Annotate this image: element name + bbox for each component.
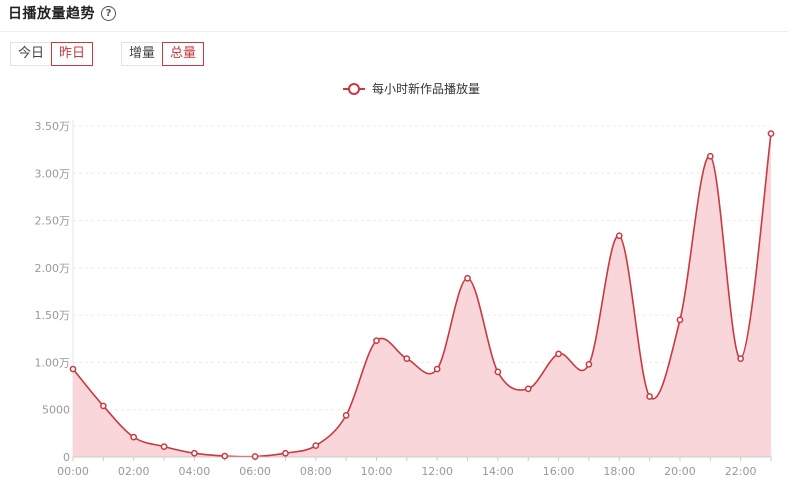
total-button[interactable]: 总量 bbox=[162, 42, 205, 66]
data-point[interactable] bbox=[737, 355, 745, 362]
data-point[interactable] bbox=[767, 130, 775, 137]
increment-button[interactable]: 增量 bbox=[121, 42, 164, 66]
chart-area bbox=[72, 133, 772, 458]
y-tick-label: 1.00万 bbox=[35, 356, 71, 369]
y-tick-label: 2.50万 bbox=[35, 215, 71, 228]
data-point[interactable] bbox=[191, 449, 198, 457]
yesterday-button[interactable]: 昨日 bbox=[51, 42, 94, 66]
y-tick-label: 0 bbox=[63, 451, 70, 464]
data-point[interactable] bbox=[312, 442, 320, 450]
today-button[interactable]: 今日 bbox=[10, 42, 53, 66]
x-tick-label: 12:00 bbox=[421, 465, 453, 478]
data-point[interactable] bbox=[373, 337, 380, 345]
area-fill bbox=[73, 133, 771, 457]
mode-toggle-group: 增量 总量 bbox=[121, 42, 205, 66]
x-tick-label: 08:00 bbox=[300, 465, 332, 478]
data-point[interactable] bbox=[676, 316, 684, 324]
page-title: 日播放量趋势 bbox=[8, 6, 95, 22]
data-point[interactable] bbox=[69, 365, 77, 373]
x-tick-label: 22:00 bbox=[725, 465, 757, 478]
y-tick-label: 2.00万 bbox=[35, 262, 71, 275]
x-tick-label: 14:00 bbox=[482, 465, 514, 478]
y-tick-label: 5000 bbox=[42, 404, 70, 417]
data-point[interactable] bbox=[160, 443, 168, 450]
day-toggle-group: 今日 昨日 bbox=[10, 42, 94, 66]
data-point[interactable] bbox=[524, 385, 532, 393]
data-point[interactable] bbox=[615, 232, 623, 240]
x-tick-label: 06:00 bbox=[239, 465, 271, 478]
x-tick-label: 00:00 bbox=[57, 465, 89, 478]
data-point[interactable] bbox=[706, 152, 714, 160]
data-point[interactable] bbox=[646, 393, 653, 400]
y-axis: 0 5000 1.00万 1.50万 2.00万 2.50万 3.00万 3.50万 bbox=[35, 120, 74, 464]
data-point[interactable] bbox=[464, 274, 471, 282]
data-point[interactable] bbox=[221, 452, 229, 460]
legend-marker-icon bbox=[348, 83, 360, 95]
data-point[interactable] bbox=[282, 449, 289, 457]
data-point[interactable] bbox=[433, 365, 441, 373]
x-tick-label: 10:00 bbox=[361, 465, 393, 478]
data-point[interactable] bbox=[251, 453, 259, 460]
data-point[interactable] bbox=[130, 433, 138, 441]
header-divider bbox=[0, 31, 788, 32]
chart-points bbox=[69, 130, 775, 460]
legend-label: 每小时新作品播放量 bbox=[372, 81, 480, 96]
data-point[interactable] bbox=[342, 412, 350, 419]
x-tick-label: 16:00 bbox=[543, 465, 575, 478]
data-point[interactable] bbox=[403, 355, 411, 362]
header: 日播放量趋势 ? bbox=[8, 2, 116, 24]
x-tick-label: 20:00 bbox=[664, 465, 696, 478]
x-tick-label: 04:00 bbox=[179, 465, 211, 478]
x-tick-label: 18:00 bbox=[603, 465, 635, 478]
question-circle-icon[interactable]: ? bbox=[101, 5, 116, 21]
chart-grid bbox=[73, 125, 771, 411]
chart-legend[interactable]: 每小时新作品播放量 bbox=[343, 81, 480, 96]
data-point[interactable] bbox=[494, 368, 502, 376]
data-point[interactable] bbox=[99, 402, 107, 410]
x-tick-label: 02:00 bbox=[118, 465, 150, 478]
x-axis: 00:00 02:00 04:00 06:00 08:00 10:00 12:00 14:00… bbox=[57, 456, 772, 478]
y-tick-label: 1.50万 bbox=[35, 309, 71, 322]
y-tick-label: 3.00万 bbox=[35, 167, 71, 180]
data-point[interactable] bbox=[555, 350, 562, 358]
y-tick-label: 3.50万 bbox=[35, 120, 71, 133]
data-point[interactable] bbox=[585, 360, 593, 368]
